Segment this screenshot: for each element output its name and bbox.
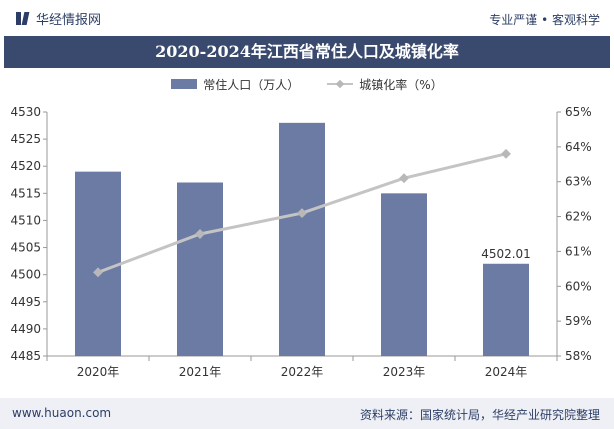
footer-website: www.huaon.com [12, 406, 112, 420]
y-left-tick-label: 4495 [10, 295, 41, 309]
y-right-tick-label: 63% [565, 175, 592, 189]
legend-swatch-bar [171, 79, 198, 89]
y-left-tick-label: 4525 [10, 132, 41, 146]
chart-canvas: 4485 4490 4495 4500 4505 4510 4515 4520 4525 4530… [10, 105, 592, 379]
legend-label-population: 常住人口（万人） [203, 77, 300, 92]
y-right-tick-label: 65% [565, 105, 592, 119]
legend-item-urbanization: 城镇化率（%） [327, 76, 443, 93]
top-bar: 华经情报网 专业严谨 • 客观科学 [0, 0, 614, 34]
bar-2021年 [177, 182, 223, 356]
y-right-tick-label: 60% [565, 279, 592, 293]
legend-item-population: 常住人口（万人） [171, 76, 299, 93]
urbanization-point-2023年 [399, 173, 409, 184]
urbanization-point-2021年 [195, 229, 205, 239]
x-tick-label: 2022年 [281, 365, 324, 379]
legend-label-urbanization: 城镇化率（%） [359, 77, 443, 92]
slogan: 专业严谨 • 客观科学 [489, 13, 600, 27]
y-left-tick-label: 4510 [10, 213, 41, 227]
chart-legend: 常住人口（万人） 城镇化率（%） [0, 74, 614, 94]
footer-source: 资料来源：国家统计局，华经产业研究院整理 [359, 408, 600, 422]
legend-swatch-line [327, 79, 354, 89]
bar-2020年 [75, 171, 121, 356]
y-right-tick-label: 64% [565, 140, 592, 154]
bar-2022年 [279, 122, 325, 356]
y-right-tick-label: 58% [565, 349, 592, 363]
x-tick-label: 2020年 [77, 365, 120, 379]
x-tick-label: 2024年 [485, 365, 528, 379]
y-right-tick-label: 62% [565, 210, 592, 224]
chart-title: 2020-2024年江西省常住人口及城镇化率 [155, 42, 459, 61]
brand: 华经情报网 [15, 9, 101, 28]
y-left-tick-label: 4505 [10, 241, 41, 255]
bar-2023年 [381, 193, 427, 356]
footer: www.huaon.com 资料来源：国家统计局，华经产业研究院整理 [0, 398, 614, 429]
y-right-tick-label: 59% [565, 314, 592, 328]
bar-data-label: 4502.01 [481, 247, 531, 261]
x-tick-label: 2023年 [383, 365, 426, 379]
urbanization-point-2022年 [297, 208, 307, 219]
y-left-tick-label: 4490 [10, 322, 41, 336]
urbanization-point-2024年 [501, 148, 511, 159]
brand-logo-icon [15, 11, 30, 26]
title-bar: 2020-2024年江西省常住人口及城镇化率 [4, 36, 610, 68]
y-left-tick-label: 4500 [10, 268, 41, 282]
brand-name: 华经情报网 [36, 13, 102, 28]
y-left-tick-label: 4515 [10, 186, 41, 200]
y-right-tick-label: 61% [565, 244, 592, 258]
y-left-tick-label: 4530 [10, 105, 41, 119]
bar-2024年 [483, 263, 529, 356]
y-left-tick-label: 4485 [10, 349, 41, 363]
y-left-tick-label: 4520 [10, 159, 41, 173]
x-tick-label: 2021年 [179, 365, 222, 379]
